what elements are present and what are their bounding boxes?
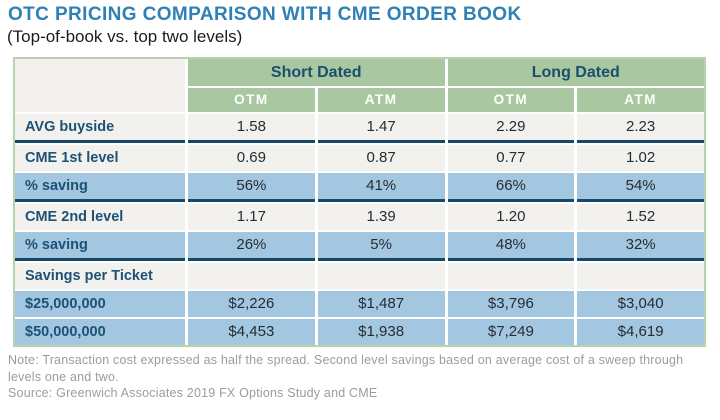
cell-value: $1,487 bbox=[317, 291, 445, 317]
cell-value: $4,453 bbox=[188, 319, 315, 345]
cell-value: $3,040 bbox=[577, 291, 704, 317]
cell-value: 1.52 bbox=[577, 204, 704, 230]
cell-value: 32% bbox=[577, 232, 704, 261]
cell-value bbox=[317, 263, 445, 289]
column-header-sd-otm: OTM bbox=[188, 88, 315, 112]
cell-value: 1.39 bbox=[317, 204, 445, 230]
cell-value: 2.23 bbox=[577, 114, 704, 143]
row-label: % saving bbox=[15, 173, 185, 202]
corner-cell bbox=[15, 59, 185, 112]
cell-value: 56% bbox=[188, 173, 315, 202]
row-label: CME 1st level bbox=[15, 145, 185, 171]
row-label: $25,000,000 bbox=[15, 291, 185, 317]
cell-value: 5% bbox=[317, 232, 445, 261]
cell-value: 48% bbox=[447, 232, 575, 261]
cell-value: $7,249 bbox=[447, 319, 575, 345]
cell-value: 66% bbox=[447, 173, 575, 202]
pricing-table: Short Dated Long Dated OTM ATM OTM ATM A… bbox=[13, 57, 706, 347]
cell-value: 41% bbox=[317, 173, 445, 202]
cell-value: 26% bbox=[188, 232, 315, 261]
row-label: CME 2nd level bbox=[15, 204, 185, 230]
cell-value: 0.77 bbox=[447, 145, 575, 171]
cell-value: 1.47 bbox=[317, 114, 445, 143]
row-label: Savings per Ticket bbox=[15, 263, 185, 289]
cell-value bbox=[188, 263, 315, 289]
source-text: Source: Greenwich Associates 2019 FX Opt… bbox=[8, 386, 378, 400]
cell-value: 2.29 bbox=[447, 114, 575, 143]
cell-value: $2,226 bbox=[188, 291, 315, 317]
cell-value: $1,938 bbox=[317, 319, 445, 345]
row-label: $50,000,000 bbox=[15, 319, 185, 345]
cell-value: 0.69 bbox=[188, 145, 315, 171]
cell-value bbox=[447, 263, 575, 289]
note-text: Note: Transaction cost expressed as half… bbox=[8, 353, 684, 384]
column-header-ld-otm: OTM bbox=[447, 88, 575, 112]
cell-value: $3,796 bbox=[447, 291, 575, 317]
cell-value: 0.87 bbox=[317, 145, 445, 171]
group-header-long-dated: Long Dated bbox=[447, 59, 704, 86]
cell-value bbox=[577, 263, 704, 289]
row-label: % saving bbox=[15, 232, 185, 261]
cell-value: 1.02 bbox=[577, 145, 704, 171]
page-subtitle: (Top-of-book vs. top two levels) bbox=[7, 27, 243, 46]
cell-value: 1.58 bbox=[188, 114, 315, 143]
column-header-sd-atm: ATM bbox=[317, 88, 445, 112]
footnotes: Note: Transaction cost expressed as half… bbox=[8, 352, 714, 402]
cell-value: 54% bbox=[577, 173, 704, 202]
cell-value: $4,619 bbox=[577, 319, 704, 345]
page-title: OTC PRICING COMPARISON WITH CME ORDER BO… bbox=[8, 4, 522, 25]
row-label: AVG buyside bbox=[15, 114, 185, 143]
cell-value: 1.20 bbox=[447, 204, 575, 230]
group-header-short-dated: Short Dated bbox=[188, 59, 445, 86]
column-header-ld-atm: ATM bbox=[577, 88, 704, 112]
cell-value: 1.17 bbox=[188, 204, 315, 230]
